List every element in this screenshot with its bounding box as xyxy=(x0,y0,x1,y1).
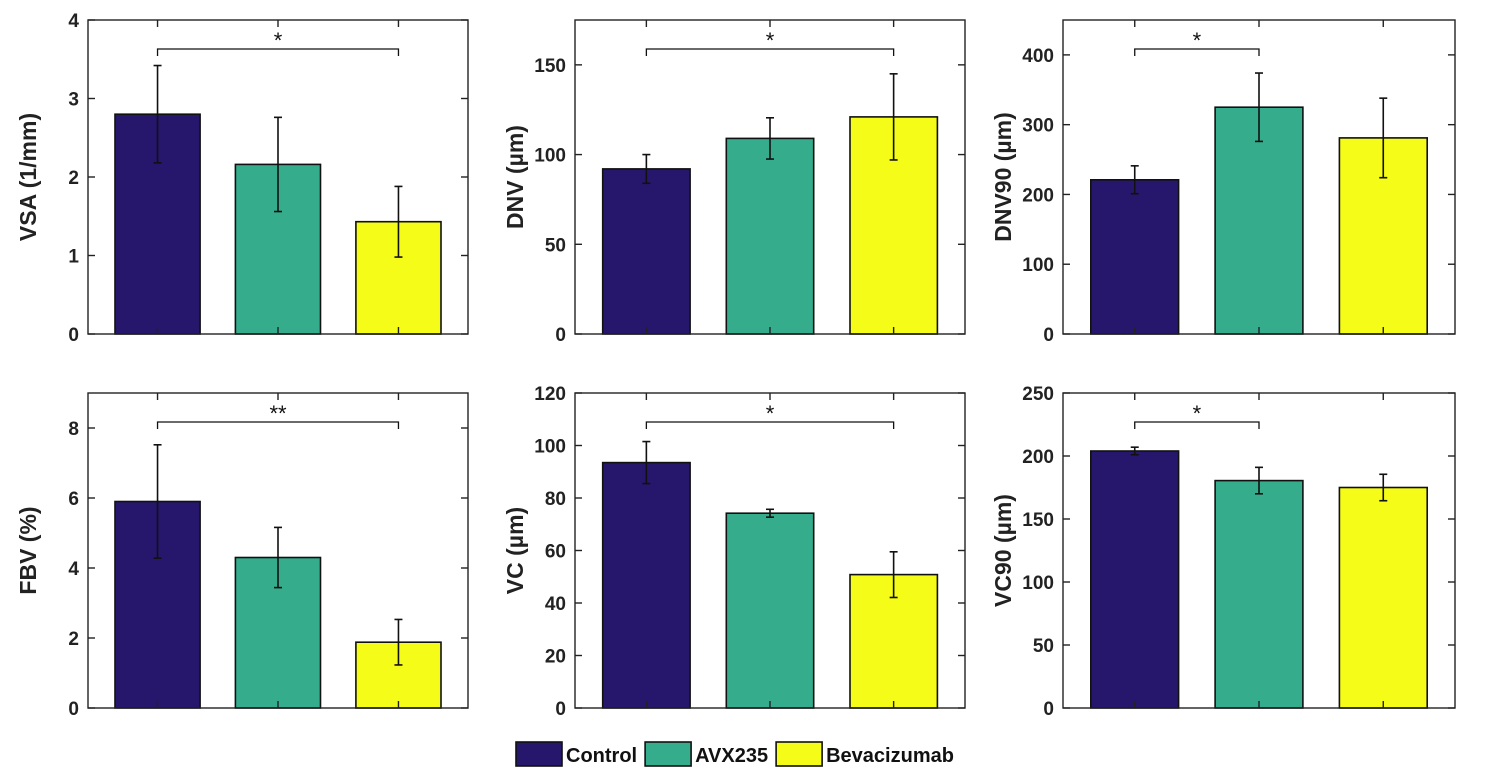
panel-3: 0 100 200 300 400 DNV90 (µm) * xyxy=(990,19,1456,346)
y-tick-label: 0 xyxy=(555,325,566,346)
error-bar-bevacizumab xyxy=(394,185,403,258)
y-tick-label: 0 xyxy=(68,699,79,720)
legend-item-bevacizumab: Bevacizumab xyxy=(775,741,954,767)
y-tick-label: 0 xyxy=(68,325,79,346)
significance-label: * xyxy=(1193,401,1202,426)
y-tick-label: 100 xyxy=(1022,255,1054,276)
legend-swatch xyxy=(775,741,823,767)
panel-2: 0 50 100 150 DNV (µm) * xyxy=(502,19,966,346)
y-tick-label: 150 xyxy=(534,56,566,77)
panel-1: 0 1 2 3 4 VSA (1/mm) * xyxy=(15,11,469,346)
error-bar-avx235 xyxy=(1255,466,1263,495)
error-bar-control xyxy=(642,153,651,185)
legend: Control AVX235 Bevacizumab xyxy=(515,741,954,767)
y-tick-label: 60 xyxy=(545,542,566,563)
y-tick-label: 2 xyxy=(68,168,79,189)
panel-5: 0 20 40 60 80 100 120 VC (µm) * xyxy=(502,384,966,720)
y-axis-label: VC (µm) xyxy=(502,507,528,594)
significance-bracket: * xyxy=(645,401,895,429)
y-tick-label: 200 xyxy=(1022,447,1054,468)
y-tick-label: 50 xyxy=(1033,636,1054,657)
error-bar-avx235 xyxy=(1255,72,1263,143)
y-tick-label: 1 xyxy=(68,247,79,268)
error-bar-bevacizumab xyxy=(889,551,898,599)
error-bar-avx235 xyxy=(766,116,774,160)
bar-control xyxy=(1090,450,1180,709)
y-tick-label: 80 xyxy=(545,489,566,510)
y-tick-label: 300 xyxy=(1022,116,1054,137)
y-tick-label: 0 xyxy=(555,699,566,720)
error-bar-control xyxy=(153,443,162,560)
legend-label: AVX235 xyxy=(695,745,768,767)
y-tick-label: 4 xyxy=(68,559,79,580)
error-bar-bevacizumab xyxy=(1379,97,1388,179)
significance-label: ** xyxy=(269,401,287,426)
error-bar-control xyxy=(642,440,651,485)
y-axis-label: VSA (1/mm) xyxy=(15,113,41,241)
legend-swatch xyxy=(644,741,692,767)
y-tick-label: 100 xyxy=(1022,573,1054,594)
significance-bracket: * xyxy=(645,28,895,56)
y-tick-label: 20 xyxy=(545,647,566,668)
significance-label: * xyxy=(766,28,775,53)
significance-bracket: ** xyxy=(156,401,400,429)
y-tick-label: 0 xyxy=(1043,699,1054,720)
y-tick-label: 100 xyxy=(534,146,566,167)
error-bar-avx235 xyxy=(274,116,282,213)
bar-avx235 xyxy=(725,137,815,335)
error-bar-bevacizumab xyxy=(889,73,898,161)
error-bar-avx235 xyxy=(766,508,774,518)
significance-label: * xyxy=(274,28,283,53)
error-bar-bevacizumab xyxy=(394,618,403,666)
legend-item-avx235: AVX235 xyxy=(644,741,768,767)
bar-avx235 xyxy=(1214,479,1304,709)
y-tick-label: 4 xyxy=(68,11,79,32)
y-tick-label: 150 xyxy=(1022,510,1054,531)
significance-label: * xyxy=(1193,28,1202,53)
y-tick-label: 8 xyxy=(68,419,79,440)
y-tick-label: 2 xyxy=(68,629,79,650)
y-tick-label: 120 xyxy=(534,384,566,405)
error-bar-bevacizumab xyxy=(1379,473,1388,502)
y-axis-label: FBV (%) xyxy=(15,506,41,594)
significance-bracket: * xyxy=(156,28,400,56)
y-axis-label: DNV90 (µm) xyxy=(990,112,1016,242)
y-tick-label: 100 xyxy=(534,437,566,458)
bar-control xyxy=(1090,179,1180,335)
y-axis-label: VC90 (µm) xyxy=(990,494,1016,607)
significance-label: * xyxy=(766,401,775,426)
y-axis-label: DNV (µm) xyxy=(502,125,528,229)
panel-4: 0 2 4 6 8 FBV (%) ** xyxy=(15,392,469,720)
significance-bracket: * xyxy=(1134,28,1260,56)
bar-avx235 xyxy=(1214,106,1304,335)
bar-control xyxy=(601,461,691,709)
error-bar-avx235 xyxy=(274,526,282,589)
error-bar-control xyxy=(153,64,162,164)
bar-avx235 xyxy=(725,512,815,709)
y-tick-label: 0 xyxy=(1043,325,1054,346)
y-tick-label: 400 xyxy=(1022,46,1054,67)
bar-control xyxy=(601,168,691,335)
significance-bracket: * xyxy=(1134,401,1260,429)
error-bar-control xyxy=(1130,165,1139,195)
legend-label: Control xyxy=(566,745,637,767)
legend-label: Bevacizumab xyxy=(826,745,954,767)
y-tick-label: 6 xyxy=(68,489,79,510)
y-tick-label: 200 xyxy=(1022,185,1054,206)
error-bar-control xyxy=(1130,446,1139,456)
legend-item-control: Control xyxy=(515,741,637,767)
y-tick-label: 250 xyxy=(1022,384,1054,405)
bar-bevacizumab xyxy=(1338,486,1429,709)
y-tick-label: 40 xyxy=(545,594,566,615)
y-tick-label: 3 xyxy=(68,90,79,111)
y-tick-label: 50 xyxy=(545,235,566,256)
panel-6: 0 50 100 150 200 250 VC90 (µm) * xyxy=(990,384,1456,720)
legend-swatch xyxy=(515,741,563,767)
